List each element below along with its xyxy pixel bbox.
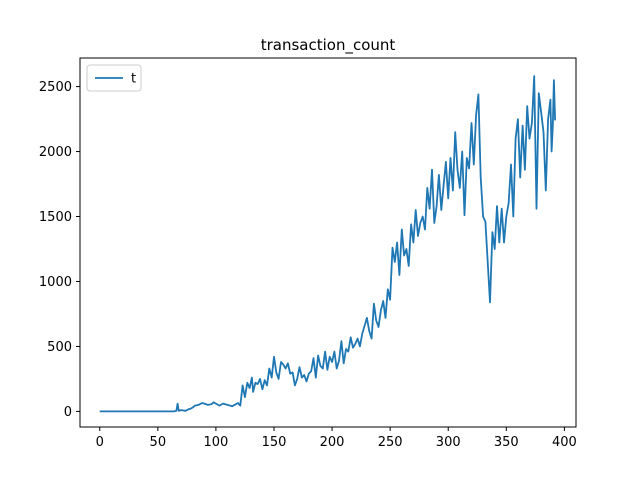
- series-layer: [99, 75, 556, 413]
- x-tick-label: 0: [96, 435, 104, 450]
- x-tick-label: 150: [262, 435, 287, 450]
- x-tick-label: 350: [494, 435, 519, 450]
- x-tick-label: 400: [552, 435, 577, 450]
- chart-title: transaction_count: [261, 36, 396, 55]
- y-tick-label: 1500: [39, 210, 72, 225]
- y-tick-label: 0: [64, 405, 72, 420]
- plot-frame: [79, 57, 577, 428]
- y-tick-label: 500: [47, 340, 72, 355]
- x-tick-label: 300: [436, 435, 461, 450]
- plot-area: [79, 57, 577, 428]
- x-tick-label: 250: [378, 435, 403, 450]
- x-tick-label: 50: [150, 435, 167, 450]
- x-axis: 0 50 100 150 200 250 300 350 400: [96, 427, 577, 450]
- y-axis: 0 500 1000 1500 2000 2500: [39, 80, 80, 420]
- legend-label: t: [131, 72, 136, 87]
- y-tick-label: 2000: [39, 145, 72, 160]
- series-line-t: [99, 75, 556, 413]
- y-tick-label: 1000: [39, 275, 72, 290]
- x-tick-label: 100: [203, 435, 228, 450]
- x-tick-label: 200: [320, 435, 345, 450]
- legend: t: [86, 64, 142, 92]
- y-tick-label: 2500: [39, 80, 72, 95]
